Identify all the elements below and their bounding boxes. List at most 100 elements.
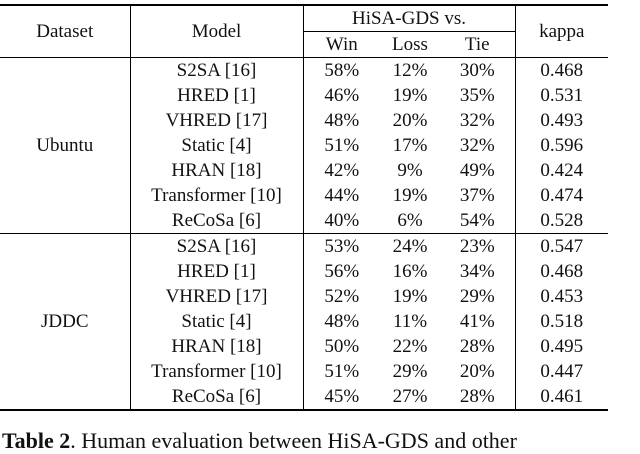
table-row: VHRED [17] 48% 20% 32% 0.493 (0, 108, 608, 133)
data-cell: 6% (380, 208, 440, 234)
data-cell: 17% (392, 135, 428, 156)
header-cell: Model (129, 4, 303, 58)
data-cell: 0.518 (514, 309, 608, 334)
data-cell: 50% (302, 334, 380, 359)
data-cell: 19% (392, 85, 428, 106)
data-cell: VHRED [17] (129, 108, 303, 133)
data-cell: 37% (459, 185, 495, 206)
data-cell: HRAN [18] (129, 158, 303, 183)
table-row: Win Loss Tie (0, 31, 608, 58)
data-cell: 56% (302, 259, 380, 284)
caption-label: Table 2 (2, 428, 71, 453)
header-cell: kappa (514, 4, 608, 58)
data-cell: 0.596 (514, 133, 608, 158)
data-cell: 22% (392, 336, 428, 357)
data-cell: 0.424 (514, 158, 608, 183)
data-cell: 51% (302, 359, 380, 384)
data-cell: 44% (302, 183, 380, 208)
data-cell: ReCoSa [6] (129, 208, 303, 234)
data-cell: Static [4] (129, 133, 303, 158)
data-cell: 20% (392, 110, 428, 131)
header-cell: HiSA-GDS vs. (302, 4, 515, 32)
data-cell: 12% (392, 60, 428, 81)
data-cell: 0.528 (514, 208, 608, 234)
data-cell: S2SA [16] (129, 233, 303, 259)
table-row: Transformer [10] 51% 29% 20% 0.447 (0, 359, 608, 384)
data-cell: HRAN [18] (129, 334, 303, 359)
table-row: Transformer [10] 44% 19% 37% 0.474 (0, 183, 608, 208)
header-cell: Dataset (0, 4, 130, 58)
data-cell: VHRED [17] (129, 284, 303, 309)
data-cell: 0.468 (514, 259, 608, 284)
data-cell: 23% (459, 236, 495, 257)
data-cell: 32% (459, 110, 495, 131)
group-cell: JDDC (0, 233, 130, 411)
data-cell: 29% (459, 286, 495, 307)
data-cell: 30% (459, 60, 495, 81)
table-row: Ubuntu S2SA [16] 58% 12% 30% 0.468 (0, 57, 608, 234)
data-cell: 35% (459, 85, 495, 106)
table-row: HRAN [18] 42% 9% 49% 0.424 (0, 158, 608, 183)
results-table: Dataset Model HiSA-GDS vs. kappa Win Loss Tie U… (0, 4, 608, 411)
table-row: ReCoSa [6] 40% 6% 54% 0.528 (0, 208, 608, 234)
data-cell: 0.493 (514, 108, 608, 133)
data-cell: HRED [1] (129, 259, 303, 284)
data-cell: 0.447 (514, 359, 608, 384)
data-cell: 49% (459, 160, 495, 181)
data-cell: 29% (392, 361, 428, 382)
data-cell: 48% (302, 309, 380, 334)
data-cell: 32% (459, 135, 495, 156)
data-cell: 0.468 (514, 57, 608, 83)
header-cell: Tie (440, 31, 515, 58)
header-cell: Loss (380, 31, 440, 58)
data-cell: 48% (302, 108, 380, 133)
data-cell: 0.531 (514, 83, 608, 108)
data-cell: 45% (302, 384, 380, 411)
data-cell: 28% (459, 336, 495, 357)
table-row: Dataset Model HiSA-GDS vs. kappa (0, 4, 608, 58)
data-cell: 19% (392, 286, 428, 307)
data-cell: 58% (302, 57, 380, 83)
data-cell: 0.453 (514, 284, 608, 309)
table-row: HRAN [18] 50% 22% 28% 0.495 (0, 334, 608, 359)
data-cell: 53% (302, 233, 380, 259)
data-cell: 16% (392, 261, 428, 282)
group-cell: Ubuntu (0, 57, 130, 234)
caption-text: . Human evaluation between HiSA-GDS and … (70, 428, 517, 453)
data-cell: 24% (392, 236, 428, 257)
data-cell: 52% (302, 284, 380, 309)
data-cell: S2SA [16] (129, 57, 303, 83)
table-row: Static [4] 48% 11% 41% 0.518 (0, 309, 608, 334)
data-cell: 20% (459, 361, 495, 382)
data-cell: 19% (392, 185, 428, 206)
caption: Table 2. Human evaluation between HiSA-G… (2, 428, 517, 454)
header-cell: Win (302, 31, 380, 58)
data-cell: ReCoSa [6] (129, 384, 303, 411)
table-row: HRED [1] 46% 19% 35% 0.531 (0, 83, 608, 108)
data-cell: 41% (459, 311, 495, 332)
data-cell: 51% (302, 133, 380, 158)
data-cell: 11% (392, 311, 428, 332)
table-row: JDDC S2SA [16] 53% 24% 23% 0.547 (0, 233, 608, 411)
table-row: VHRED [17] 52% 19% 29% 0.453 (0, 284, 608, 309)
data-cell: Transformer [10] (129, 183, 303, 208)
data-cell: Transformer [10] (129, 359, 303, 384)
data-cell: 0.495 (514, 334, 608, 359)
data-cell: 27% (380, 384, 440, 411)
table-row: ReCoSa [6] 45% 27% 28% 0.461 (0, 384, 608, 411)
table-row: HRED [1] 56% 16% 34% 0.468 (0, 259, 608, 284)
data-cell: 40% (302, 208, 380, 234)
data-cell: 42% (302, 158, 380, 183)
data-cell: Static [4] (129, 309, 303, 334)
data-cell: 0.474 (514, 183, 608, 208)
data-cell: HRED [1] (129, 83, 303, 108)
data-cell: 0.547 (514, 233, 608, 259)
data-cell: 28% (440, 384, 515, 411)
data-cell: 9% (397, 160, 423, 181)
table-row: Static [4] 51% 17% 32% 0.596 (0, 133, 608, 158)
data-cell: 46% (302, 83, 380, 108)
data-cell: 54% (440, 208, 515, 234)
data-cell: 34% (459, 261, 495, 282)
data-cell: 0.461 (514, 384, 608, 411)
